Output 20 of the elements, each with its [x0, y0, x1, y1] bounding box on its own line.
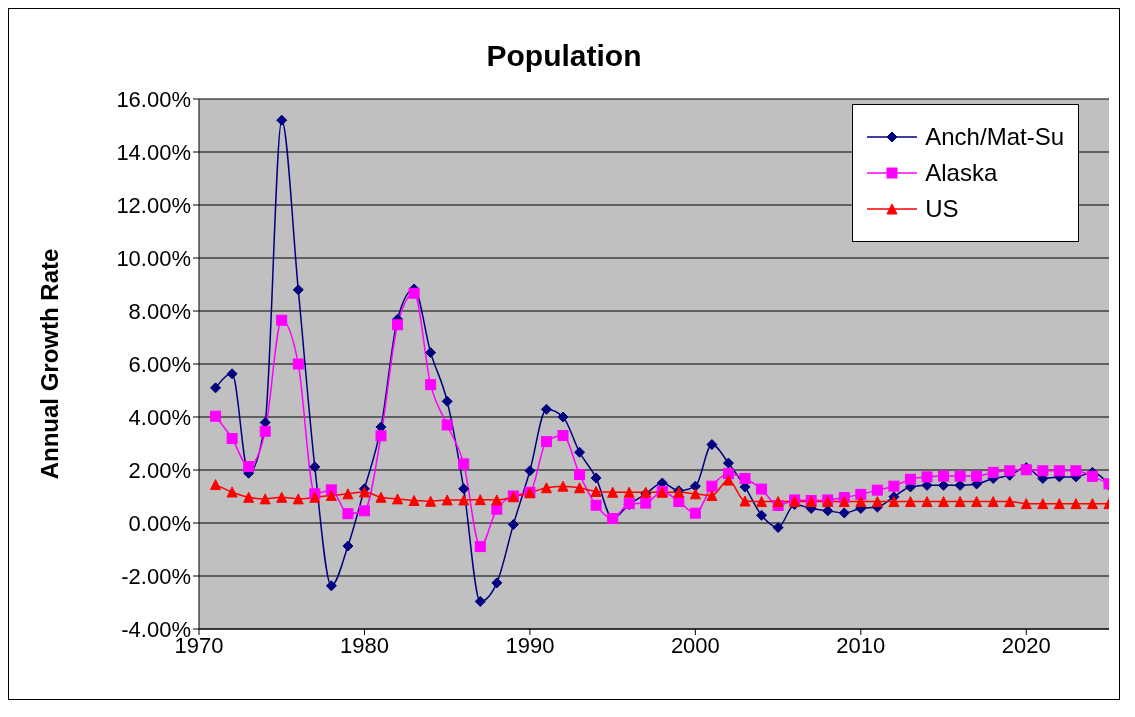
x-tick-label: 2020 — [1001, 632, 1051, 658]
x-tick-label: 2000 — [670, 632, 720, 658]
y-tick-label: 10.00% — [116, 245, 191, 271]
y-tick-label: 4.00% — [128, 404, 191, 430]
y-axis-title: Annual Growth Rate — [35, 248, 63, 480]
legend-label: US — [925, 195, 959, 223]
y-tick-label: 6.00% — [128, 351, 191, 377]
y-tick-label: 2.00% — [128, 457, 191, 483]
x-tick-label: 1980 — [339, 632, 389, 658]
y-tick-label: 12.00% — [116, 192, 191, 218]
chart-title: Population — [485, 39, 643, 73]
legend-label: Anch/Mat-Su — [925, 123, 1064, 151]
y-tick-label: -2.00% — [121, 563, 191, 589]
y-tick-label: 14.00% — [116, 139, 191, 165]
x-tick-label: 2010 — [836, 632, 886, 658]
legend-label: Alaska — [925, 159, 998, 187]
y-tick-label: 16.00% — [116, 86, 191, 112]
y-tick-label: 0.00% — [128, 510, 191, 536]
x-tick-label: 1990 — [505, 632, 555, 658]
y-tick-label: 8.00% — [128, 298, 191, 324]
